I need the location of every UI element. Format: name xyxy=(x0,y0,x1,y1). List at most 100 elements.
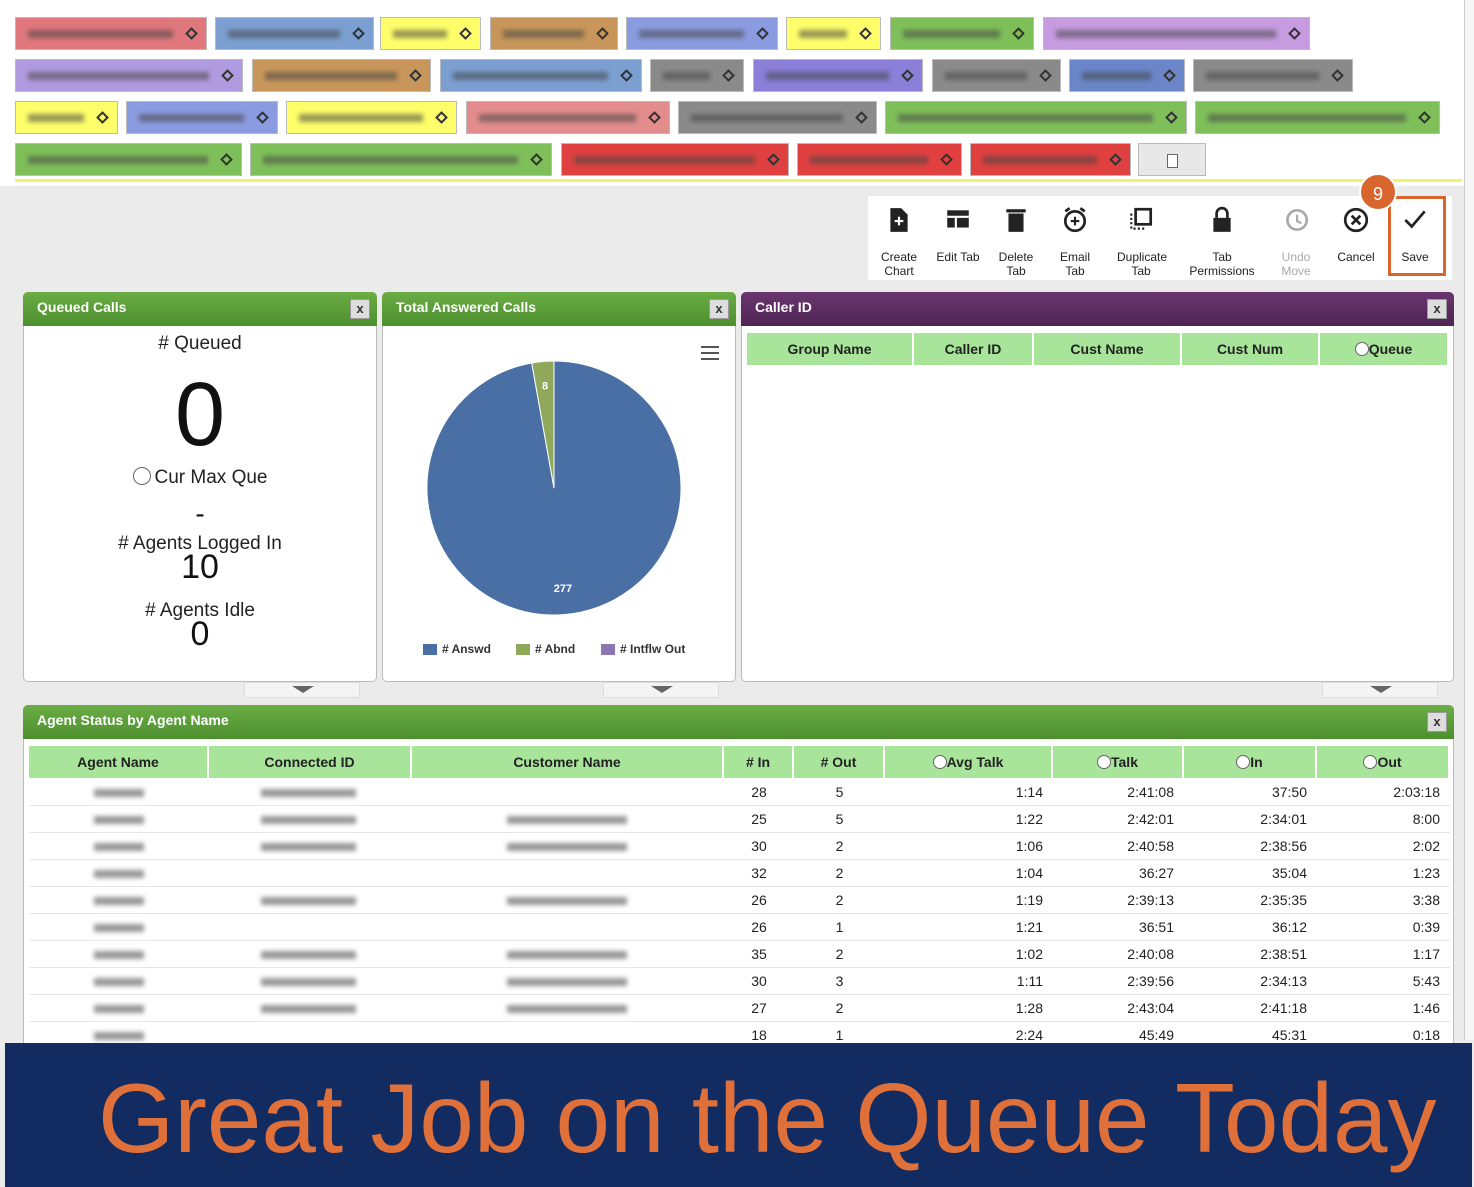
dashboard-tab[interactable] xyxy=(797,143,962,176)
tab-label-blurred xyxy=(1208,114,1406,122)
stat-label: # Agents Idle xyxy=(24,600,376,622)
dashboard-tab[interactable] xyxy=(1193,59,1353,92)
dashboard-tab[interactable] xyxy=(650,59,744,92)
agent-name-blurred xyxy=(94,1005,144,1013)
table-cell: 2 xyxy=(835,838,844,854)
toolbar-button[interactable]: Save xyxy=(1375,206,1455,280)
dashboard-tab[interactable] xyxy=(286,101,457,134)
table-cell: 2 xyxy=(835,946,844,962)
toolbar-button[interactable]: Undo Move xyxy=(1256,206,1336,280)
scrollbar xyxy=(1464,0,1474,1040)
toolbar-icon xyxy=(1343,207,1369,233)
tab-label-blurred xyxy=(1082,72,1151,80)
tab-icon xyxy=(256,111,269,124)
header-text: Customer Name xyxy=(513,754,621,770)
close-button[interactable]: x xyxy=(1427,299,1447,319)
table-cell: 45:49 xyxy=(1138,1027,1174,1043)
dashboard-tab[interactable] xyxy=(250,143,552,176)
customer-name-blurred xyxy=(507,816,627,824)
table-cell: 2:02 xyxy=(1412,838,1440,854)
table-cell: 1:02 xyxy=(1015,946,1043,962)
table-cell: 35:04 xyxy=(1271,865,1307,881)
dashboard-tab[interactable] xyxy=(1195,101,1440,134)
table-cell: 1:28 xyxy=(1015,1000,1043,1016)
tab-label-blurred xyxy=(766,72,889,80)
dashboard-tab[interactable] xyxy=(885,101,1187,134)
toolbar-button[interactable]: Tab Permissions xyxy=(1182,206,1262,280)
table-cell: 2:40:58 xyxy=(1127,838,1174,854)
dashboard-tab[interactable] xyxy=(15,101,118,134)
toolbar-button[interactable]: Duplicate Tab xyxy=(1101,206,1181,280)
table-cell: 30 xyxy=(751,838,767,854)
agent-name-blurred xyxy=(94,789,144,797)
add-tab-button[interactable] xyxy=(1138,143,1206,176)
add-tab-icon xyxy=(1167,154,1178,168)
legend-label: # Abnd xyxy=(535,642,575,656)
dashboard-tab[interactable] xyxy=(490,17,618,50)
toolbar-button[interactable]: Cancel xyxy=(1316,206,1396,280)
toolbar-button[interactable]: Email Tab xyxy=(1035,206,1115,280)
header-text: Cust Num xyxy=(1216,341,1284,357)
table-cell: 18 xyxy=(751,1027,767,1043)
header-text: Queue xyxy=(1368,341,1413,357)
toolbar-button-label: Delete Tab xyxy=(998,250,1034,278)
table-cell: 8:00 xyxy=(1412,811,1440,827)
dashboard-tab[interactable] xyxy=(466,101,670,134)
dashboard-tab[interactable] xyxy=(15,143,242,176)
toolbar-button[interactable]: Delete Tab xyxy=(976,206,1056,280)
close-button[interactable]: x xyxy=(709,299,729,319)
dashboard-tab[interactable] xyxy=(970,143,1131,176)
tab-label-blurred xyxy=(453,72,608,80)
table-cell: 2:43:04 xyxy=(1127,1000,1174,1016)
dashboard-tab[interactable] xyxy=(15,17,207,50)
legend-swatch xyxy=(423,644,437,655)
stat-label: # Queued xyxy=(24,333,376,355)
close-button[interactable]: x xyxy=(350,299,370,319)
dashboard-tab[interactable] xyxy=(380,17,481,50)
tab-label-blurred xyxy=(1206,72,1319,80)
dashboard-tab[interactable] xyxy=(626,17,778,50)
table-header: Cust Num xyxy=(1182,333,1320,365)
collapse-handle[interactable] xyxy=(244,682,360,698)
tab-icon xyxy=(530,153,543,166)
queued-calls-widget: Queued Calls x # Queued 0 Cur Max Que - # Agen… xyxy=(23,292,377,682)
tab-label-blurred xyxy=(503,30,584,38)
dashboard-tab[interactable] xyxy=(561,143,789,176)
dashboard-tab[interactable] xyxy=(890,17,1034,50)
table-cell: 1:23 xyxy=(1412,865,1440,881)
dashboard-tab[interactable] xyxy=(126,101,278,134)
dashboard-tab[interactable] xyxy=(1069,59,1185,92)
chart-menu[interactable] xyxy=(701,346,719,360)
toolbar-button-label: Create Chart xyxy=(880,250,918,278)
widget-header: Agent Status by Agent Name xyxy=(23,705,1454,739)
dashboard-tab[interactable] xyxy=(753,59,923,92)
dashboard-tab[interactable] xyxy=(15,59,243,92)
dashboard-tab[interactable] xyxy=(678,101,877,134)
dashboard-tab[interactable] xyxy=(440,59,642,92)
table-cell: 35 xyxy=(751,946,767,962)
table-cell: 32 xyxy=(751,865,767,881)
dashboard-tab[interactable] xyxy=(1043,17,1310,50)
close-button[interactable]: x xyxy=(1427,712,1447,732)
agent-name-blurred xyxy=(94,816,144,824)
tab-icon xyxy=(1418,111,1431,124)
toolbar-button[interactable]: Edit Tab xyxy=(918,206,998,280)
customer-name-blurred xyxy=(507,978,627,986)
dashboard-tab[interactable] xyxy=(252,59,431,92)
toolbar-button[interactable]: Create Chart xyxy=(859,206,939,280)
collapse-handle[interactable] xyxy=(1322,682,1438,698)
pie-slice xyxy=(531,360,555,489)
tab-label-blurred xyxy=(574,156,755,164)
collapse-arrow xyxy=(1370,686,1392,693)
stat-label-text: # Agents Logged In xyxy=(118,533,282,554)
table-cell: 2:38:51 xyxy=(1260,946,1307,962)
toolbar-button-label: Email Tab xyxy=(1059,250,1090,278)
dashboard-tab[interactable] xyxy=(215,17,374,50)
header-text: Group Name xyxy=(787,341,872,357)
legend-swatch xyxy=(516,644,530,655)
tab-label-blurred xyxy=(479,114,636,122)
table-header: Caller ID xyxy=(914,333,1034,365)
collapse-handle[interactable] xyxy=(603,682,719,698)
dashboard-tab[interactable] xyxy=(932,59,1061,92)
dashboard-tab[interactable] xyxy=(786,17,881,50)
